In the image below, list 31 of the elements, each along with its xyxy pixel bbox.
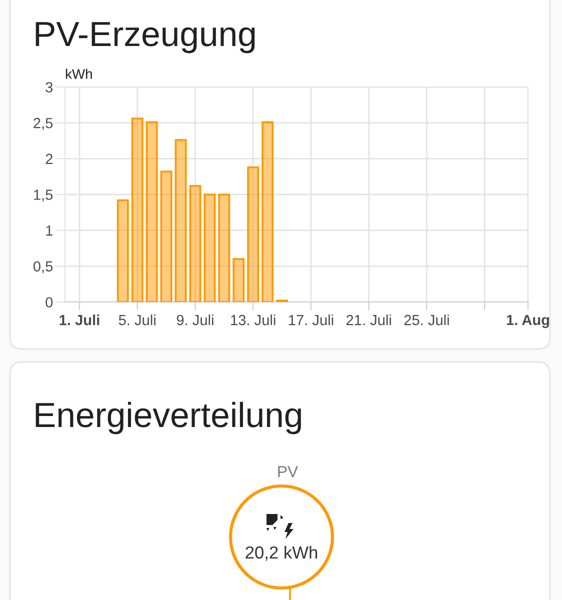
bar — [116, 199, 129, 302]
bar — [204, 194, 216, 302]
bar — [146, 121, 158, 302]
y-tick-label: 3 — [46, 82, 53, 92]
bar — [131, 118, 144, 302]
chart-title: PV-Erzeugung — [36, 22, 255, 54]
y-tick-label: 2,5 — [34, 118, 53, 130]
x-tick-label: 13. Juli — [231, 314, 276, 326]
data-label: 20,2 kWh — [246, 546, 318, 561]
x-tick-label: 5. Juli — [118, 314, 156, 326]
y-tick-label: 1,5 — [34, 190, 53, 202]
y-axis-title: kWh — [66, 68, 92, 79]
bar — [262, 121, 274, 302]
bar — [247, 166, 260, 302]
bar — [160, 170, 172, 302]
x-tick-label: 1. Juli — [60, 314, 100, 326]
x-tick-label: 1. Aug — [506, 314, 550, 328]
x-tick-label: 25. Juli — [404, 314, 449, 326]
y-tick-label: 1 — [46, 226, 52, 236]
text: Energieverteilung — [36, 402, 301, 434]
bar — [174, 139, 187, 302]
bar — [189, 184, 202, 302]
x-tick-label: 21. Juli — [346, 314, 391, 326]
x-tick-label: 9. Juli — [176, 314, 214, 326]
category-label: PV — [278, 466, 298, 478]
y-tick-label: 2 — [46, 154, 52, 164]
y-tick-label: 0,5 — [33, 261, 53, 274]
x-tick-label: 17. Juli — [288, 314, 334, 326]
bar — [218, 194, 230, 302]
bar — [232, 258, 245, 302]
y-tick-label: 0 — [46, 297, 53, 308]
